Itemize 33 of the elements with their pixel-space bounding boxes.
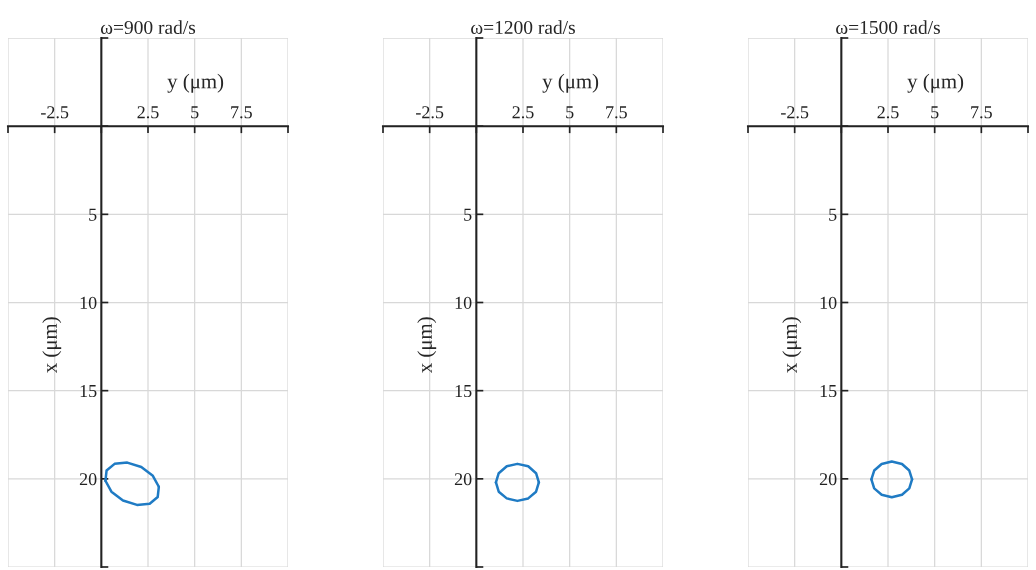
y-tick-label: 5	[89, 208, 97, 221]
x-tick-label: 5	[191, 106, 199, 119]
chart-title: ω=1200 rad/s	[471, 20, 575, 35]
y-tick-label: 10	[820, 296, 837, 309]
x-tick-label: 2.5	[877, 106, 899, 119]
y-tick-label: 20	[819, 473, 837, 486]
x-tick-label: 7.5	[231, 106, 252, 119]
x-tick-label: 2.5	[137, 106, 159, 119]
chart-title: ω=1500 rad/s	[836, 20, 940, 35]
x-tick-label: -2.5	[41, 106, 69, 119]
y-axis-title: x (μm)	[417, 317, 437, 374]
y-tick-label: 20	[454, 473, 472, 486]
x-tick-label: 5	[931, 106, 939, 119]
y-tick-label: 5	[464, 208, 472, 221]
y-tick-label: 15	[820, 385, 837, 398]
y-tick-label: 15	[80, 385, 97, 398]
y-tick-label: 15	[455, 385, 472, 398]
y-tick-label: 20	[79, 473, 97, 486]
x-tick-label: 2.5	[512, 106, 534, 119]
y-axis-title: x (μm)	[42, 317, 62, 374]
x-tick-label: 7.5	[606, 106, 627, 119]
chart-title: ω=900 rad/s	[100, 20, 196, 35]
x-tick-label: 7.5	[971, 106, 992, 119]
x-tick-label: -2.5	[416, 106, 444, 119]
y-tick-label: 10	[455, 296, 472, 309]
x-tick-label: 5	[566, 106, 574, 119]
y-tick-label: 5	[829, 208, 837, 221]
x-axis-title: y (μm)	[907, 73, 964, 93]
y-tick-label: 10	[80, 296, 97, 309]
x-axis-title: y (μm)	[167, 73, 224, 93]
x-tick-label: -2.5	[781, 106, 809, 119]
x-axis-title: y (μm)	[542, 73, 599, 93]
y-axis-title: x (μm)	[782, 317, 802, 374]
